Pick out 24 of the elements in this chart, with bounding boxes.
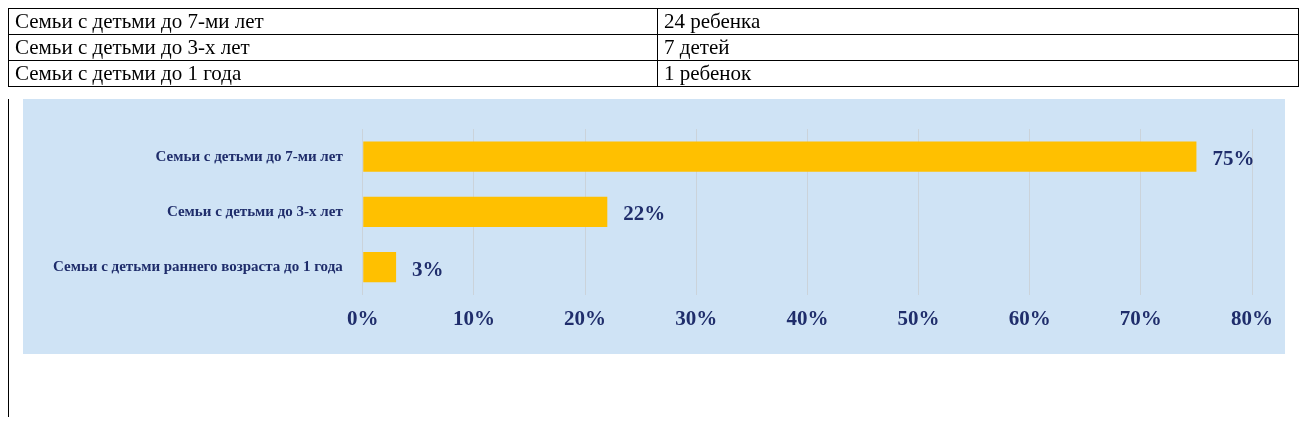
data-label: 75% — [1212, 146, 1255, 171]
data-label: 22% — [623, 201, 666, 226]
text: Семьи с детьми до 1 года — [8, 60, 658, 87]
bar — [363, 251, 397, 283]
y-tick-label: Семьи с детьми до 7-ми лет — [155, 147, 344, 164]
text: 24 ребенка — [657, 8, 1299, 35]
text: Семьи с детьми до 7-ми лет — [8, 8, 658, 35]
x-tick-label: 60% — [1008, 305, 1051, 330]
x-tick-label: 20% — [564, 305, 607, 330]
y-tick-label: Семьи с детьми раннего возраста до 1 года — [53, 258, 344, 275]
x-tick-label: 10% — [452, 305, 495, 330]
x-tick-label: 40% — [786, 305, 829, 330]
y-tick-label: Семьи с детьми до 3-х лет — [166, 202, 344, 219]
text: 1 ребенок — [657, 60, 1299, 87]
bar — [363, 141, 1197, 172]
x-tick-label: 50% — [897, 305, 940, 330]
x-tick-label: 0% — [347, 305, 379, 330]
x-tick-label: 80% — [1231, 305, 1273, 330]
text: 7 детей — [657, 34, 1299, 61]
x-tick-label: 70% — [1119, 305, 1162, 330]
text: Семьи с детьми до 3-х лет — [8, 34, 658, 61]
x-tick-label: 30% — [675, 305, 718, 330]
data-label: 3% — [412, 256, 444, 281]
bar — [363, 196, 608, 228]
